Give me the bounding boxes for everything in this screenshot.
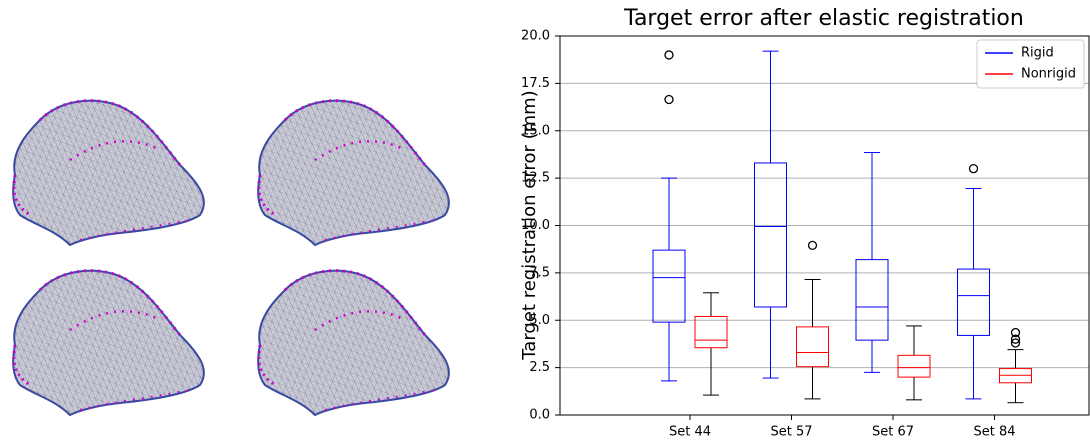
flier [1010, 327, 1021, 338]
legend-box [976, 39, 1085, 89]
y-tick-label: 0.0 [529, 408, 550, 423]
y-tick-label: 10.0 [521, 218, 550, 233]
flier [1010, 338, 1021, 348]
mesh-image [13, 271, 204, 415]
y-tick-label: 15.0 [521, 123, 550, 138]
y-tick-label: 20.0 [521, 29, 550, 44]
plot-frame [559, 35, 1090, 416]
box [754, 162, 787, 308]
y-tick-label: 5.0 [529, 313, 550, 328]
box [796, 326, 829, 368]
box [855, 259, 889, 341]
legend-label: Nonrigid [1021, 67, 1076, 82]
x-tick-label: Set 67 [872, 425, 914, 440]
x-tick-label: Set 84 [973, 425, 1015, 440]
y-tick-label: 12.5 [521, 171, 550, 186]
y-axis-label: Target registration error (mm) [519, 90, 540, 360]
mesh-image [258, 101, 449, 245]
y-tick-label: 7.5 [529, 265, 550, 280]
y-tick-label: 2.5 [529, 360, 550, 375]
flier [968, 163, 979, 174]
y-tick-label: 17.5 [521, 76, 550, 91]
mesh-images [13, 101, 449, 415]
x-tick-label: Set 57 [770, 425, 812, 440]
flier [807, 240, 818, 251]
box [694, 315, 728, 349]
box [652, 249, 686, 323]
mesh-image [13, 101, 204, 245]
box [897, 354, 931, 378]
legend-label: Rigid [1021, 46, 1054, 61]
x-tick-label: Set 44 [669, 425, 711, 440]
flier [664, 50, 674, 60]
chart-title: Target error after elastic registration [623, 6, 1024, 31]
mesh-image [258, 271, 449, 415]
flier [1010, 334, 1021, 344]
flier [664, 94, 674, 105]
box [957, 268, 990, 336]
